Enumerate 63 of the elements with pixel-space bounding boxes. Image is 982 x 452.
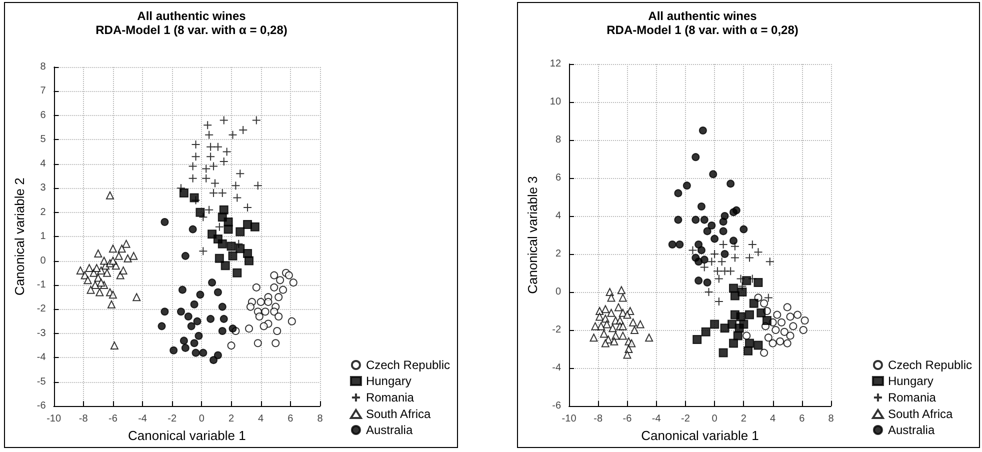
legend-label: Hungary bbox=[366, 374, 412, 388]
y-tick-label: 0 bbox=[555, 286, 562, 298]
x-tick-label: 0 bbox=[712, 414, 718, 424]
x-axis-title: Canonical variable 1 bbox=[128, 428, 246, 443]
y-tick-label: 12 bbox=[550, 58, 562, 70]
y-tick-label: -5 bbox=[36, 376, 46, 388]
x-tick-label: 6 bbox=[799, 414, 806, 424]
legend-label: Australia bbox=[366, 423, 413, 437]
x-tick-label: 2 bbox=[740, 414, 747, 424]
y-tick-label: 8 bbox=[555, 134, 562, 146]
y-tick-label: -4 bbox=[552, 362, 562, 374]
legend-label: Romania bbox=[888, 390, 936, 404]
y-tick-label: 3 bbox=[40, 182, 46, 194]
y-tick-label: -1 bbox=[36, 279, 46, 290]
y-tick-label: 5 bbox=[40, 134, 46, 146]
x-tick-label: 0 bbox=[198, 414, 205, 425]
y-tick-label: -2 bbox=[36, 304, 46, 315]
x-tick-label: 4 bbox=[770, 414, 776, 424]
y-tick-label: 4 bbox=[555, 210, 562, 222]
x-tick-label: -8 bbox=[594, 414, 604, 424]
y-tick-label: -4 bbox=[36, 352, 46, 364]
x-tick-label: -10 bbox=[46, 414, 62, 425]
legend-label: South Africa bbox=[888, 407, 953, 421]
x-axis-title: Canonical variable 1 bbox=[641, 428, 759, 443]
chart-subtitle: RDA-Model 1 (8 var. with α = 0,28) bbox=[606, 23, 798, 37]
legend-label: Hungary bbox=[888, 374, 934, 388]
y-tick-label: 6 bbox=[555, 172, 562, 184]
y-axis-title: Canonical variable 2 bbox=[12, 178, 27, 296]
y-tick-label: 2 bbox=[555, 248, 562, 260]
x-tick-label: -8 bbox=[78, 414, 88, 425]
y-tick-label: 1 bbox=[40, 231, 46, 242]
x-tick-label: -10 bbox=[562, 414, 577, 424]
y-tick-label: 2 bbox=[40, 206, 46, 218]
x-tick-label: -2 bbox=[681, 414, 690, 424]
x-tick-label: -4 bbox=[652, 414, 662, 424]
chart-title: All authentic wines bbox=[648, 9, 758, 23]
x-tick-label: -4 bbox=[138, 414, 148, 425]
y-tick-label: 4 bbox=[40, 158, 46, 170]
x-tick-label: -2 bbox=[168, 414, 177, 425]
legend-label: Australia bbox=[888, 423, 935, 437]
y-tick-label: 6 bbox=[40, 110, 46, 121]
y-tick-label: 0 bbox=[40, 255, 46, 266]
chart-subtitle: RDA-Model 1 (8 var. with α = 0,28) bbox=[96, 23, 288, 37]
y-axis-title: Canonical variable 3 bbox=[525, 176, 540, 294]
y-tick-label: 7 bbox=[40, 86, 46, 97]
x-tick-label: 8 bbox=[828, 414, 834, 424]
x-tick-label: 2 bbox=[228, 414, 234, 425]
chart-title: All authentic wines bbox=[137, 9, 246, 23]
y-tick-label: -2 bbox=[552, 324, 562, 336]
y-tick-label: -6 bbox=[36, 400, 46, 412]
legend-label: South Africa bbox=[366, 407, 431, 421]
legend-label: Czech Republic bbox=[366, 358, 450, 372]
y-tick-label: -3 bbox=[36, 328, 46, 339]
legend-label: Czech Republic bbox=[888, 358, 972, 372]
y-tick-label: 10 bbox=[550, 96, 562, 108]
x-tick-label: 6 bbox=[288, 414, 294, 425]
y-tick-label: 8 bbox=[40, 62, 46, 72]
x-tick-label: 4 bbox=[258, 414, 264, 425]
legend-label: Romania bbox=[366, 390, 414, 404]
y-tick-label: -6 bbox=[552, 400, 562, 412]
x-tick-label: -6 bbox=[622, 414, 632, 424]
x-tick-label: 8 bbox=[317, 414, 324, 425]
x-tick-label: -6 bbox=[108, 414, 118, 425]
